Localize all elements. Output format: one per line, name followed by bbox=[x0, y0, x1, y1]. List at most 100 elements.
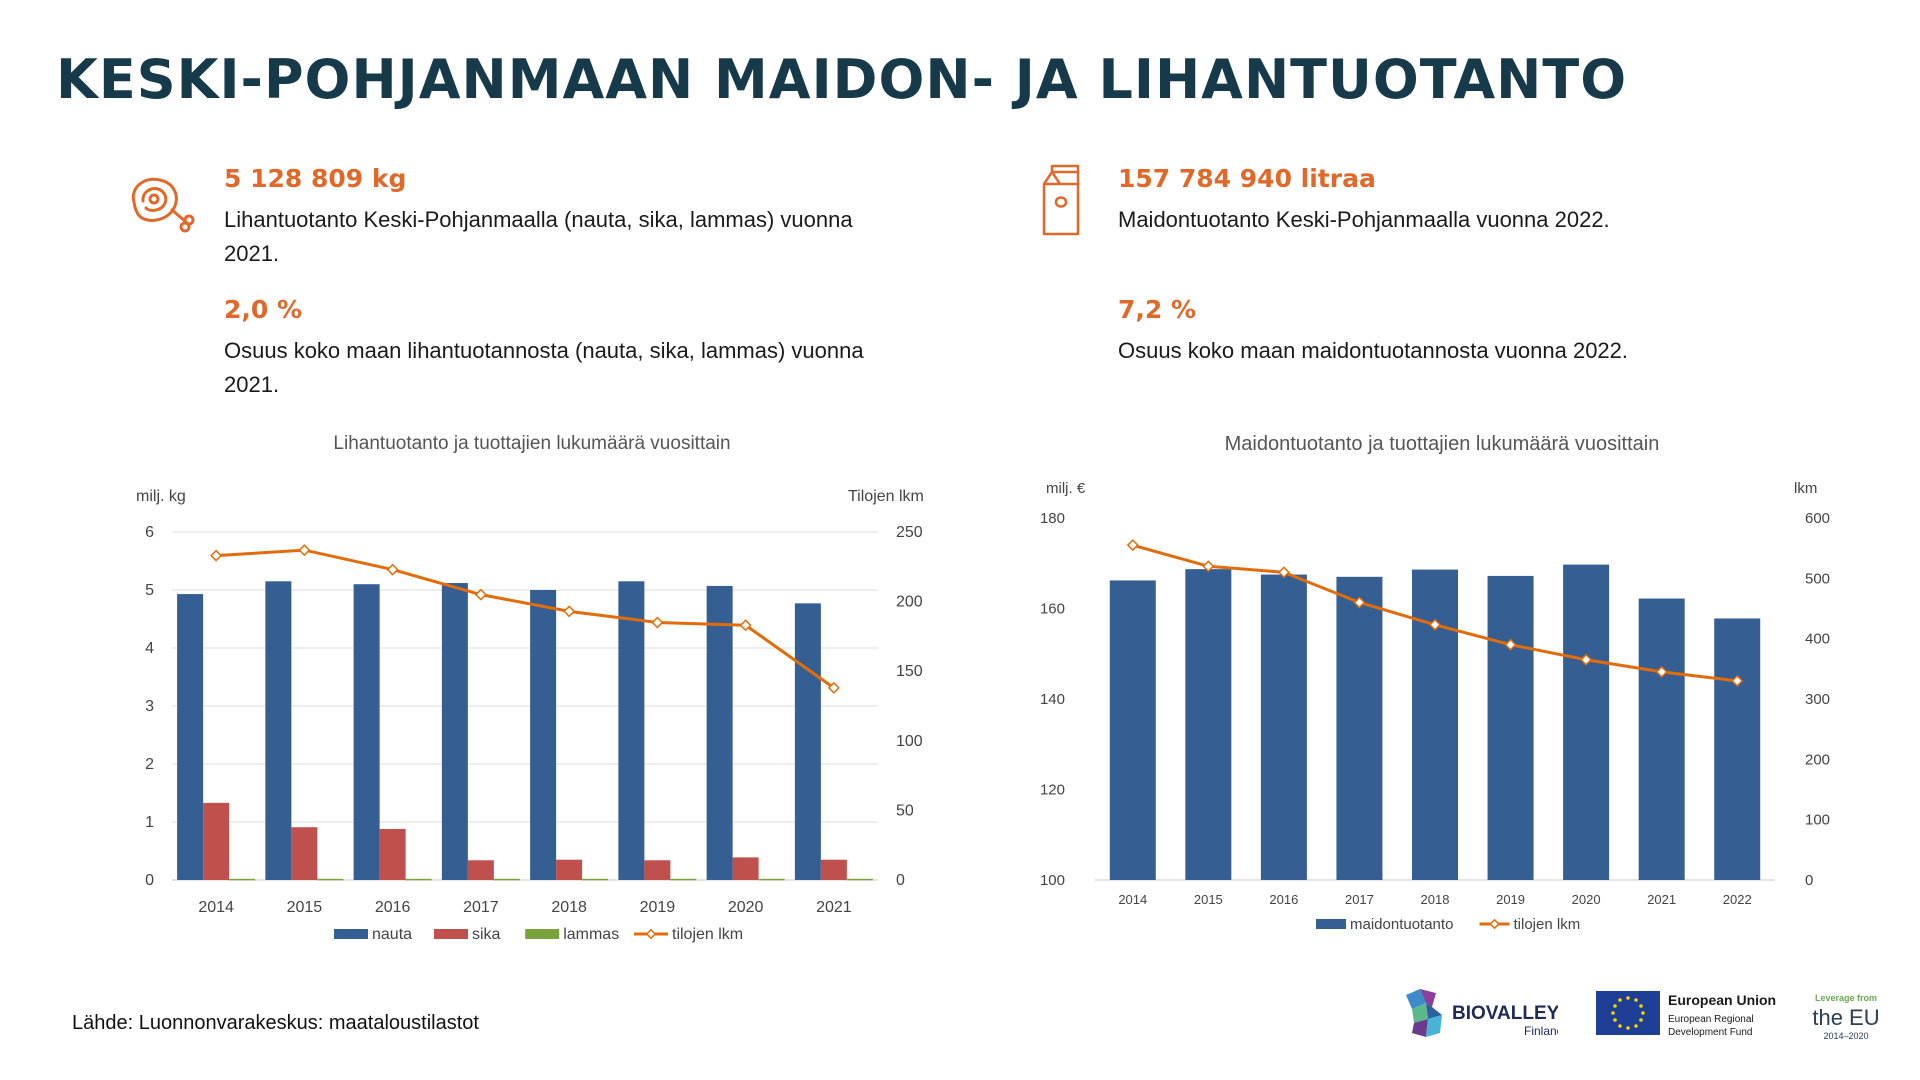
meat-production-desc: Lihantuotanto Keski-Pohjanmaalla (nauta,… bbox=[224, 207, 853, 266]
x-tick-label: 2020 bbox=[728, 899, 764, 916]
line-marker bbox=[474, 588, 487, 601]
legend-label: lammas bbox=[563, 926, 619, 943]
y-tick-label: 1 bbox=[145, 814, 154, 831]
y-tick-label: 4 bbox=[145, 640, 154, 657]
bar-sika bbox=[291, 827, 318, 880]
milk-production-desc: Maidontuotanto Keski-Pohjanmaalla vuonna… bbox=[1118, 207, 1610, 232]
y2-tick-label: 600 bbox=[1805, 510, 1830, 527]
x-tick-label: 2019 bbox=[640, 899, 676, 916]
legend-label: tilojen lkm bbox=[672, 926, 743, 943]
y2-tick-label: 300 bbox=[1805, 691, 1830, 708]
bar-nauta bbox=[618, 581, 645, 880]
line-marker bbox=[1580, 653, 1593, 666]
line-marker bbox=[827, 681, 840, 694]
eu-flag-logo: European Union European Regional Develop… bbox=[1594, 985, 1784, 1054]
x-tick-label: 2014 bbox=[198, 899, 234, 916]
legend-label: maidontuotanto bbox=[1350, 916, 1453, 933]
eu-text-1: European Union bbox=[1668, 992, 1776, 1008]
bar-lammas bbox=[758, 878, 785, 881]
biovalley-logo: BIOVALLEY Finland bbox=[1398, 985, 1563, 1054]
x-tick-label: 2021 bbox=[816, 899, 852, 916]
milk-production-chart: milj. € lkm 100 120 140 160 180 0 100 200 300 400 50… bbox=[1040, 480, 1830, 933]
bar-maidontuotanto bbox=[1563, 564, 1610, 880]
y2-tick-label: 100 bbox=[1805, 812, 1830, 829]
y2-tick-label: 50 bbox=[896, 802, 914, 819]
y2-tick-label: 100 bbox=[896, 733, 923, 750]
bar-lammas bbox=[317, 878, 344, 881]
bar-sika bbox=[644, 860, 671, 880]
legend-label: nauta bbox=[372, 926, 412, 943]
meat-share-stat: 2,0 % Osuus koko maan lihantuotannosta (… bbox=[224, 295, 864, 402]
leverage-text-1: Leverage from bbox=[1815, 993, 1877, 1003]
bar-maidontuotanto bbox=[1109, 580, 1156, 880]
legend-marker bbox=[645, 928, 657, 940]
meat-chart-title: Lihantuotanto ja tuottajien lukumäärä vu… bbox=[333, 433, 731, 454]
milk-share-desc: Osuus koko maan maidontuotannosta vuonna… bbox=[1118, 338, 1629, 363]
leverage-eu-logo: Leverage from the EU 2014–2020 bbox=[1806, 985, 1886, 1054]
x-tick-label: 2019 bbox=[1496, 892, 1525, 907]
line-marker bbox=[1504, 638, 1517, 651]
y2-tick-label: 200 bbox=[896, 594, 923, 611]
x-tick-label: 2015 bbox=[287, 899, 323, 916]
bar-sika bbox=[556, 859, 583, 880]
milk-carton-icon bbox=[1036, 162, 1086, 243]
legend-label: sika bbox=[472, 926, 501, 943]
bar-lammas bbox=[405, 878, 432, 881]
bar-sika bbox=[820, 859, 847, 880]
meat-production-chart: milj. kg Tilojen lkm 0 1 2 3 4 5 6 0 50 100 150 200 25… bbox=[136, 488, 924, 943]
x-tick-label: 2020 bbox=[1572, 892, 1601, 907]
page-title: KESKI-POHJANMAAN MAIDON- JA LIHANTUOTANT… bbox=[56, 48, 1628, 111]
line-marker bbox=[563, 605, 576, 618]
line-marker bbox=[298, 544, 311, 557]
x-tick-label: 2017 bbox=[463, 899, 499, 916]
bar-nauta bbox=[177, 594, 204, 880]
y-tick-label: 160 bbox=[1040, 601, 1065, 618]
legend-swatch-nauta bbox=[334, 929, 368, 939]
line-marker bbox=[1353, 596, 1366, 609]
y2-axis-label: Tilojen lkm bbox=[848, 488, 924, 505]
legend-swatch-maidontuotanto bbox=[1316, 919, 1346, 929]
bar-maidontuotanto bbox=[1260, 574, 1307, 880]
bar-lammas bbox=[229, 878, 256, 881]
line-marker bbox=[651, 616, 664, 629]
bar-maidontuotanto bbox=[1336, 576, 1383, 880]
x-tick-label: 2021 bbox=[1647, 892, 1676, 907]
bar-maidontuotanto bbox=[1412, 569, 1458, 880]
legend-label: tilojen lkm bbox=[1514, 916, 1581, 933]
bar-lammas bbox=[670, 878, 697, 881]
bar-nauta bbox=[265, 581, 292, 880]
bar-nauta bbox=[441, 583, 468, 880]
bar-maidontuotanto bbox=[1638, 598, 1685, 880]
bar-lammas bbox=[493, 878, 520, 881]
legend-marker bbox=[1489, 918, 1500, 930]
x-tick-label: 2017 bbox=[1345, 892, 1374, 907]
bar-maidontuotanto bbox=[1487, 575, 1534, 880]
y-tick-label: 3 bbox=[145, 698, 154, 715]
line-marker bbox=[739, 619, 752, 632]
legend-swatch-sika bbox=[434, 929, 468, 939]
y-tick-label: 0 bbox=[145, 872, 154, 889]
bar-nauta bbox=[353, 584, 380, 880]
bar-sika bbox=[467, 860, 494, 880]
line-marker bbox=[1428, 618, 1442, 631]
x-tick-label: 2018 bbox=[551, 899, 587, 916]
leverage-text-3: 2014–2020 bbox=[1823, 1031, 1868, 1041]
bar-sika bbox=[203, 802, 230, 880]
meat-production-stat: 5 128 809 kg Lihantuotanto Keski-Pohjanm… bbox=[224, 164, 864, 271]
eu-text-2: European Regional bbox=[1668, 1014, 1754, 1025]
biovalley-subtext: Finland bbox=[1524, 1024, 1558, 1038]
y2-tick-label: 0 bbox=[896, 872, 905, 889]
bar-sika bbox=[732, 857, 759, 880]
y2-tick-label: 400 bbox=[1805, 631, 1830, 648]
x-tick-label: 2018 bbox=[1421, 892, 1450, 907]
line-marker bbox=[386, 563, 399, 576]
y-tick-label: 140 bbox=[1040, 691, 1065, 708]
bar-maidontuotanto bbox=[1185, 569, 1232, 880]
meat-drumstick-icon bbox=[126, 172, 198, 239]
y2-tick-label: 500 bbox=[1805, 570, 1830, 587]
line-tilojen-lkm bbox=[216, 548, 835, 690]
bar-nauta bbox=[794, 603, 821, 880]
line-marker bbox=[1731, 674, 1744, 687]
x-tick-label: 2014 bbox=[1118, 892, 1147, 907]
y2-axis-label: lkm bbox=[1794, 480, 1817, 497]
